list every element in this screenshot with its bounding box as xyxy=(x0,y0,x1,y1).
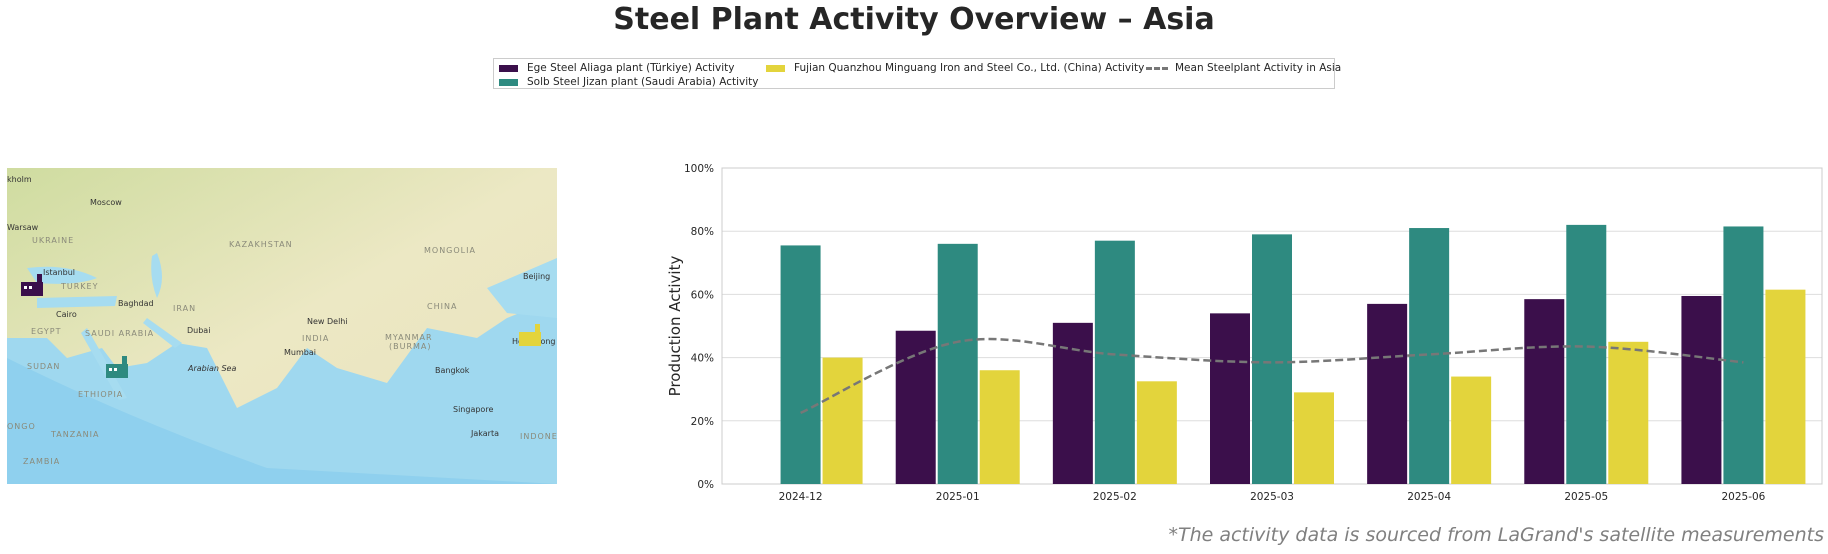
east-china-sea xyxy=(487,258,557,318)
bar-series-1-2024-12 xyxy=(780,245,821,484)
map-label: Mumbai xyxy=(284,348,316,357)
map-label: KAZAKHSTAN xyxy=(229,240,293,249)
map-label: CHINA xyxy=(427,302,457,311)
legend-dash-mean xyxy=(1146,66,1168,70)
bar-series-0-2025-01 xyxy=(895,330,936,484)
bar-series-1-2025-03 xyxy=(1252,234,1292,484)
x-tick-label: 2024-12 xyxy=(779,491,823,503)
caspian-sea xyxy=(151,253,162,298)
factory-icon xyxy=(21,274,43,296)
bar-series-1-2025-05 xyxy=(1566,224,1607,484)
bar-series-2-2025-02 xyxy=(1136,381,1177,484)
mean-activity-line xyxy=(800,337,1744,415)
bar-series-2-2025-05 xyxy=(1608,341,1649,484)
map-label: Bangkok xyxy=(435,366,470,375)
map-label: UKRAINE xyxy=(32,236,74,245)
bars-layer xyxy=(780,224,1806,484)
x-tick-label: 2025-01 xyxy=(936,491,980,503)
map-label: Istanbul xyxy=(43,268,75,277)
x-tick-label: 2025-03 xyxy=(1250,491,1294,503)
persian-gulf xyxy=(143,318,182,348)
map-label: Cairo xyxy=(56,310,77,319)
y-tick-label: 100% xyxy=(684,163,714,175)
legend-swatch-fujian xyxy=(766,64,785,72)
bar-series-0-2025-06 xyxy=(1681,295,1722,484)
map-label: MYANMAR xyxy=(385,333,433,342)
x-tick-label: 2025-06 xyxy=(1721,491,1765,503)
chart-legend: Ege Steel Aliaga plant (Türkiye) Activit… xyxy=(493,58,1341,89)
map-label: kholm xyxy=(7,175,32,184)
indian-ocean xyxy=(7,358,557,484)
legend-item-ege: Ege Steel Aliaga plant (Türkiye) Activit… xyxy=(499,62,734,74)
bar-series-1-2025-04 xyxy=(1409,228,1450,484)
bar-series-1-2025-06 xyxy=(1723,226,1764,484)
bar-series-0-2025-03 xyxy=(1210,313,1250,484)
map-label: New Delhi xyxy=(307,317,348,326)
map-label: Beijing xyxy=(523,272,550,281)
legend-label-mean: Mean Steelplant Activity in Asia xyxy=(1175,62,1342,74)
map-label: Arabian Sea xyxy=(187,364,236,373)
bar-series-0-2025-04 xyxy=(1367,303,1408,484)
map-label: INDONE xyxy=(520,432,557,441)
map-label: ZAMBIA xyxy=(23,457,60,466)
x-tick-label: 2025-05 xyxy=(1564,491,1608,503)
map-labels: kholm Moscow Warsaw UKRAINE KAZAKHSTAN MONGOL… xyxy=(7,175,557,466)
asia-map: kholm Moscow Warsaw UKRAINE KAZAKHSTAN MONGOL… xyxy=(7,168,557,484)
legend-item-mean: Mean Steelplant Activity in Asia xyxy=(1146,62,1341,74)
legend-label-solb: Solb Steel Jizan plant (Saudi Arabia) Ac… xyxy=(527,76,759,88)
mean-line-layer xyxy=(800,337,1744,415)
y-tick-label: 20% xyxy=(691,416,714,428)
map-svg: kholm Moscow Warsaw UKRAINE KAZAKHSTAN MONGOL… xyxy=(7,168,557,484)
legend-item-fujian: Fujian Quanzhou Minguang Iron and Steel … xyxy=(766,62,1144,74)
y-tick-label: 60% xyxy=(691,289,714,301)
map-label: INDIA xyxy=(302,334,329,343)
bar-series-0-2025-02 xyxy=(1052,322,1093,484)
map-label: Dubai xyxy=(187,326,210,335)
map-label: ONGO xyxy=(7,422,36,431)
map-label: MONGOLIA xyxy=(424,246,476,255)
factory-icon xyxy=(519,324,541,346)
source-note: *The activity data is sourced from LaGra… xyxy=(1168,524,1824,546)
legend-swatch-ege xyxy=(499,64,518,72)
y-axis-label: Production Activity xyxy=(666,256,684,397)
bar-series-2-2025-04 xyxy=(1451,376,1492,484)
y-tick-label: 0% xyxy=(697,479,714,491)
map-label: SAUDI ARABIA xyxy=(85,329,154,338)
x-tick-label: 2025-02 xyxy=(1093,491,1137,503)
map-label: Baghdad xyxy=(118,299,154,308)
x-tick-label: 2025-04 xyxy=(1407,491,1451,503)
factory-icon xyxy=(106,356,128,378)
map-label: (BURMA) xyxy=(389,342,432,351)
black-sea xyxy=(27,266,97,284)
legend-swatch-solb xyxy=(499,78,518,86)
map-label: TANZANIA xyxy=(50,430,100,439)
bar-series-2-2024-12 xyxy=(822,357,863,484)
y-tick-label: 80% xyxy=(691,226,714,238)
bar-series-1-2025-02 xyxy=(1094,240,1135,484)
legend-item-solb: Solb Steel Jizan plant (Saudi Arabia) Ac… xyxy=(499,76,758,88)
bar-series-2-2025-06 xyxy=(1765,289,1806,484)
bar-series-2-2025-01 xyxy=(979,370,1020,484)
page-title: Steel Plant Activity Overview – Asia xyxy=(613,2,1215,37)
red-sea xyxy=(81,328,127,400)
map-label: ETHIOPIA xyxy=(78,390,123,399)
map-label: Singapore xyxy=(453,405,493,414)
ticks-layer: 0% 20% 40% 60% 80% 100% 2024-12 2025-01 2025-02 2… xyxy=(684,163,1766,503)
bar-series-0-2025-05 xyxy=(1524,299,1565,484)
y-tick-label: 40% xyxy=(691,353,714,365)
legend-label-ege: Ege Steel Aliaga plant (Türkiye) Activit… xyxy=(527,62,735,74)
map-label: EGYPT xyxy=(31,327,61,336)
bar-series-2-2025-03 xyxy=(1294,392,1334,484)
map-label: Jakarta xyxy=(470,429,499,438)
map-label: IRAN xyxy=(173,304,196,313)
legend-label-fujian: Fujian Quanzhou Minguang Iron and Steel … xyxy=(794,62,1145,74)
map-label: TURKEY xyxy=(60,282,99,291)
map-label: Moscow xyxy=(90,198,122,207)
map-label: Warsaw xyxy=(7,223,39,232)
bar-series-1-2025-01 xyxy=(937,243,978,484)
map-label: SUDAN xyxy=(27,362,60,371)
mediterranean-sea xyxy=(37,296,117,308)
